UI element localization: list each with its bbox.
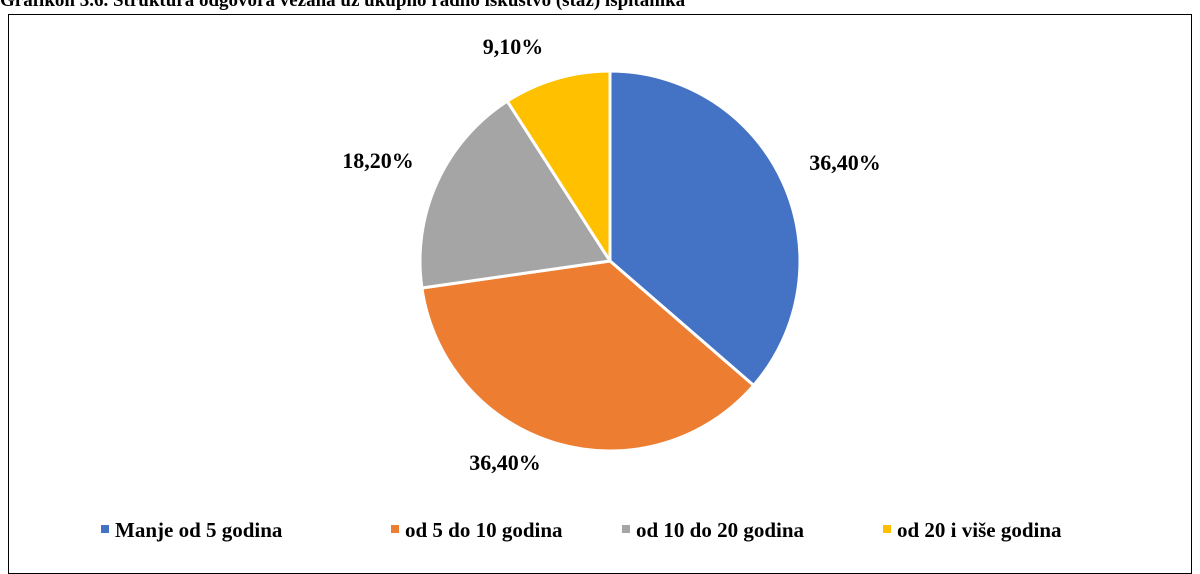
data-label-od-20-i-vi-e-godina: 9,10% <box>483 34 544 59</box>
pie-slice-manje-od-5-godina <box>608 69 802 387</box>
legend-label-manje-od-5-godina: Manje od 5 godina <box>115 518 283 542</box>
legend-swatch-od-20-i-vi-e-godina <box>883 525 891 533</box>
data-label-od-10-do-20-godina: 18,20% <box>342 148 414 173</box>
data-label-manje-od-5-godina: 36,40% <box>809 150 881 175</box>
pie-slice-od-10-do-20-godina <box>418 99 612 290</box>
legend-label-od-10-do-20-godina: od 10 do 20 godina <box>636 518 805 542</box>
pie-slice-od-20-i-vi-e-godina <box>505 69 612 263</box>
pie-slice-od-5-do-10-godina <box>420 259 756 453</box>
legend-swatch-manje-od-5-godina <box>101 525 109 533</box>
chart-legend: Manje od 5 godina od 5 do 10 godina od 10 … <box>101 518 1062 542</box>
pie-slices <box>418 69 802 453</box>
legend-label-od-5-do-10-godina: od 5 do 10 godina <box>405 518 563 542</box>
chart-caption: Grafikon 3.6. Struktura odgovora vezana … <box>0 0 686 11</box>
legend-swatch-od-10-do-20-godina <box>622 525 630 533</box>
data-label-od-5-do-10-godina: 36,40% <box>469 450 541 475</box>
pie-data-labels: 36,40% 36,40% 18,20% 9,10% <box>342 34 881 475</box>
legend-swatch-od-5-do-10-godina <box>391 525 399 533</box>
legend-label-od-20-i-vi-e-godina: od 20 i više godina <box>897 518 1062 542</box>
